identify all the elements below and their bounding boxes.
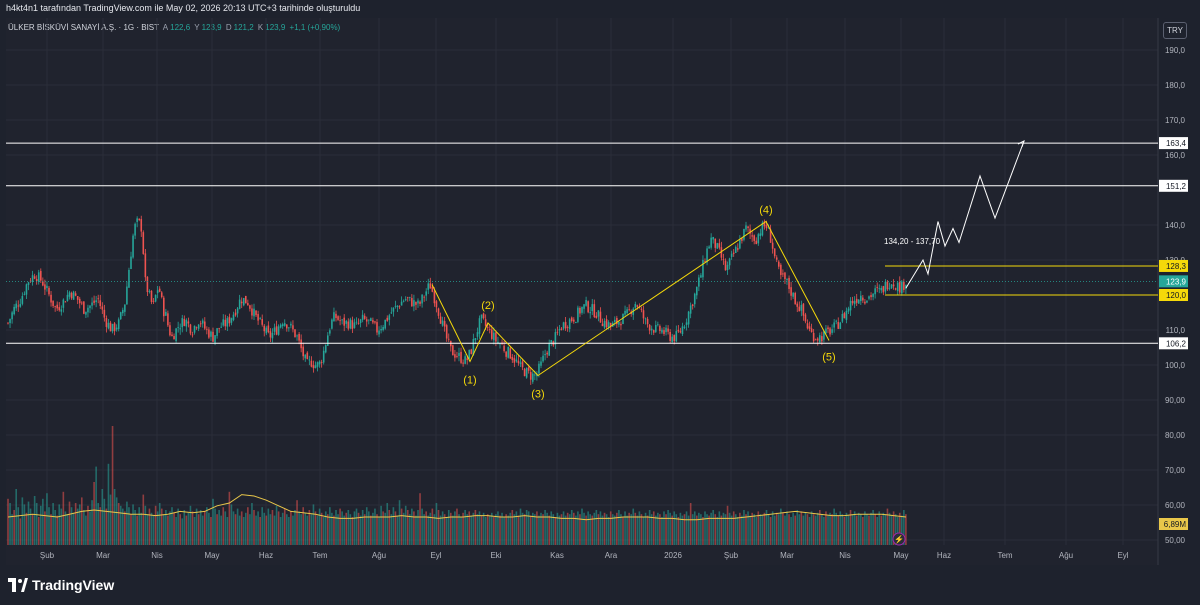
snapshot-caption: h4kt4n1 tarafından TradingView.com ile M…: [6, 3, 361, 13]
low-value: 121,2: [233, 23, 254, 32]
brand-name: TradingView: [32, 577, 115, 593]
chart-canvas[interactable]: [6, 18, 1158, 565]
high-value: 123,9: [201, 23, 222, 32]
close-key: K: [257, 23, 264, 32]
high-key: Y: [194, 23, 200, 32]
tradingview-logo[interactable]: TradingView: [8, 577, 114, 593]
currency-button[interactable]: TRY: [1163, 22, 1187, 39]
tradingview-icon: [8, 578, 28, 592]
open-key: A: [162, 23, 169, 32]
low-key: D: [225, 23, 232, 32]
open-value: 122,6: [170, 23, 191, 32]
change-value: +1,1 (+0,90%): [289, 23, 341, 32]
close-value: 123,9: [265, 23, 286, 32]
footer-bar: [0, 565, 1200, 605]
symbol-name[interactable]: ÜLKER BİSKÜVİ SANAYİ A.Ş. · 1G · BIST: [8, 23, 160, 32]
